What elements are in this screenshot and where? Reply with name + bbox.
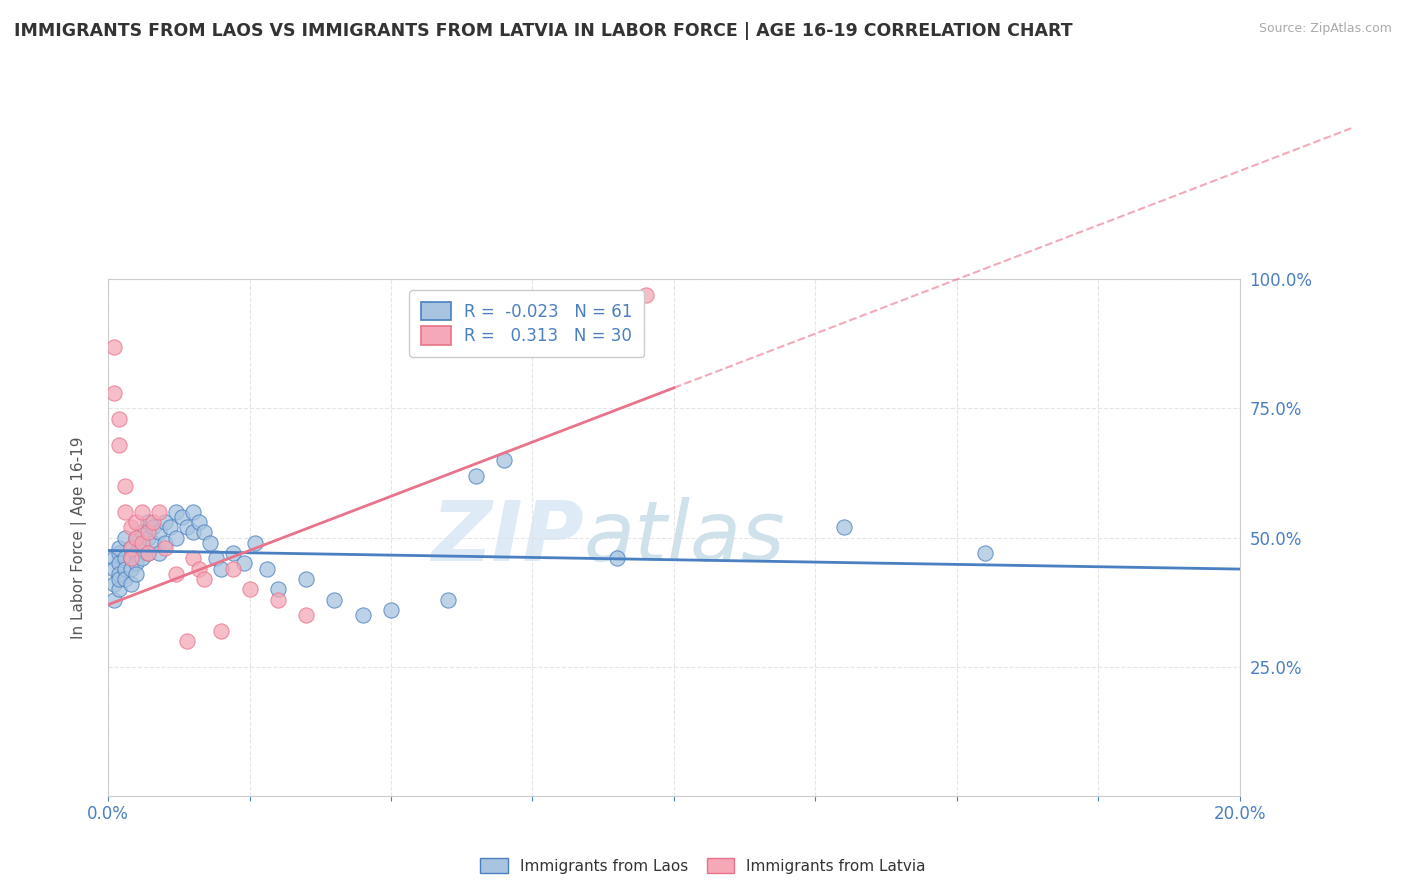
Point [131, 525, 153, 540]
Point [238, 582, 260, 597]
Point [108, 541, 131, 555]
Point [176, 633, 198, 648]
Point [125, 566, 148, 581]
Point [153, 515, 176, 529]
Point [209, 624, 232, 638]
Point [131, 535, 153, 549]
Point [125, 546, 148, 560]
Point [120, 577, 142, 591]
Point [120, 541, 142, 555]
Point [187, 561, 209, 575]
Point [136, 515, 159, 529]
Point [606, 551, 628, 566]
Point [103, 551, 125, 566]
Point [204, 551, 226, 566]
Point [142, 515, 165, 529]
Point [165, 531, 187, 545]
Point [103, 592, 125, 607]
Point [114, 479, 136, 493]
Point [114, 505, 136, 519]
Point [120, 561, 142, 575]
Point [187, 515, 209, 529]
Point [136, 546, 159, 560]
Point [108, 566, 131, 581]
Point [148, 546, 170, 560]
Point [974, 546, 997, 560]
Point [634, 288, 657, 302]
Point [193, 525, 215, 540]
Point [165, 566, 187, 581]
Y-axis label: In Labor Force | Age 16-19: In Labor Force | Age 16-19 [72, 436, 87, 639]
Point [131, 505, 153, 519]
Point [114, 561, 136, 575]
Point [256, 561, 278, 575]
Point [352, 607, 374, 622]
Point [380, 603, 402, 617]
Point [142, 520, 165, 534]
Text: IMMIGRANTS FROM LAOS VS IMMIGRANTS FROM LATVIA IN LABOR FORCE | AGE 16-19 CORREL: IMMIGRANTS FROM LAOS VS IMMIGRANTS FROM … [14, 22, 1073, 40]
Point [436, 592, 458, 607]
Point [103, 339, 125, 353]
Point [181, 505, 204, 519]
Text: ZIP: ZIP [430, 497, 583, 578]
Point [267, 582, 290, 597]
Point [181, 551, 204, 566]
Point [103, 561, 125, 575]
Point [198, 535, 221, 549]
Point [136, 531, 159, 545]
Point [103, 386, 125, 401]
Point [832, 520, 855, 534]
Point [108, 412, 131, 426]
Point [136, 546, 159, 560]
Point [114, 551, 136, 566]
Point [108, 572, 131, 586]
Point [148, 505, 170, 519]
Point [125, 515, 148, 529]
Legend: R =  -0.023   N = 61, R =   0.313   N = 30: R = -0.023 N = 61, R = 0.313 N = 30 [409, 290, 644, 357]
Point [108, 582, 131, 597]
Point [114, 572, 136, 586]
Point [221, 546, 243, 560]
Point [125, 531, 148, 545]
Point [108, 546, 131, 560]
Point [153, 535, 176, 549]
Point [295, 607, 318, 622]
Point [120, 520, 142, 534]
Point [245, 535, 267, 549]
Point [221, 561, 243, 575]
Point [120, 551, 142, 566]
Point [108, 437, 131, 451]
Point [142, 535, 165, 549]
Point [131, 551, 153, 566]
Point [125, 557, 148, 571]
Point [108, 557, 131, 571]
Text: atlas: atlas [583, 497, 785, 578]
Point [148, 525, 170, 540]
Point [103, 577, 125, 591]
Point [131, 541, 153, 555]
Point [176, 520, 198, 534]
Point [181, 525, 204, 540]
Point [120, 551, 142, 566]
Legend: Immigrants from Laos, Immigrants from Latvia: Immigrants from Laos, Immigrants from La… [474, 852, 932, 880]
Point [159, 520, 181, 534]
Point [464, 468, 486, 483]
Point [209, 561, 232, 575]
Point [232, 557, 254, 571]
Text: Source: ZipAtlas.com: Source: ZipAtlas.com [1258, 22, 1392, 36]
Point [153, 541, 176, 555]
Point [170, 509, 193, 524]
Point [606, 324, 628, 338]
Point [323, 592, 346, 607]
Point [114, 531, 136, 545]
Point [125, 531, 148, 545]
Point [494, 453, 516, 467]
Point [120, 541, 142, 555]
Point [193, 572, 215, 586]
Point [165, 505, 187, 519]
Point [136, 525, 159, 540]
Point [295, 572, 318, 586]
Point [267, 592, 290, 607]
